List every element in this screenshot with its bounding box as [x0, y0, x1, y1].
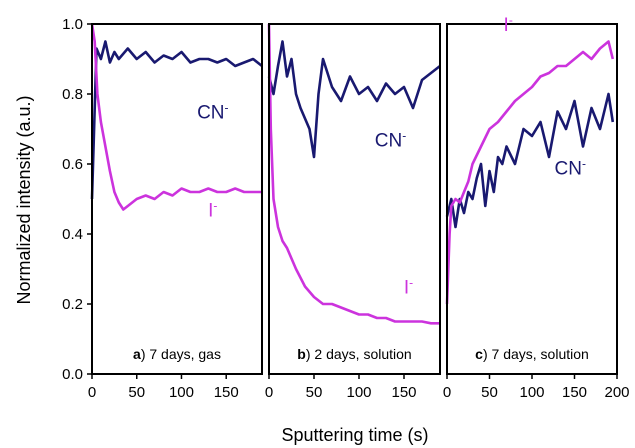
- series-line-iodide: [90, 23, 262, 211]
- panel-c: 0 50 100 150 200 I- CN-c) 7 days, solution: [443, 13, 630, 401]
- chart-panels: 0 50 100 150 CN- I-a) 7 days, gas 0 50 100 150 CN-…: [88, 13, 630, 401]
- series-line-cn: [267, 40, 441, 159]
- y-tick-label: 0.8: [62, 86, 83, 103]
- x-tick-label: 150: [214, 384, 239, 401]
- series-line-iodide: [267, 23, 440, 325]
- y-axis-ticks: 0.0 0.2 0.4 0.6 0.8 1.0: [62, 16, 92, 383]
- x-tick-label: 0: [88, 384, 96, 401]
- y-tick-label: 0.6: [62, 156, 83, 173]
- series-label: I-: [208, 199, 217, 222]
- x-tick-label: 150: [562, 384, 587, 401]
- x-tick-label: 0: [443, 384, 451, 401]
- panel-frame: [91, 23, 263, 375]
- series-label: CN-: [197, 101, 228, 124]
- series-label: CN-: [375, 129, 406, 152]
- series-line-iodide: [445, 40, 615, 305]
- panel-label: c) 7 days, solution: [475, 346, 589, 362]
- x-tick-label: 100: [519, 384, 544, 401]
- panel-b: 0 50 100 150 CN- I-b) 2 days, solution: [265, 23, 441, 401]
- x-tick-label: 50: [481, 384, 498, 401]
- x-tick-label: 50: [306, 384, 323, 401]
- y-tick-label: 0.2: [62, 296, 83, 313]
- x-tick-label: 0: [265, 384, 273, 401]
- series-line-cn: [445, 92, 615, 229]
- panel-a: 0 50 100 150 CN- I-a) 7 days, gas: [88, 23, 263, 401]
- x-tick-label: 200: [604, 384, 629, 401]
- y-tick-label: 1.0: [62, 16, 83, 33]
- series-label: I-: [404, 276, 413, 299]
- panel-frame: [268, 23, 441, 375]
- panel-label: b) 2 days, solution: [297, 346, 411, 362]
- x-tick-label: 150: [391, 384, 416, 401]
- x-tick-label: 50: [128, 384, 145, 401]
- x-axis-title: Sputtering time (s): [281, 425, 428, 445]
- y-tick-label: 0.4: [62, 226, 83, 243]
- x-tick-label: 100: [346, 384, 371, 401]
- y-tick-label: 0.0: [62, 366, 83, 383]
- series-line-cn: [90, 40, 263, 200]
- panel-label: a) 7 days, gas: [133, 346, 221, 362]
- y-axis-title: Normalized intensity (a.u.): [14, 95, 34, 304]
- series-label: I-: [504, 13, 513, 36]
- x-tick-label: 100: [169, 384, 194, 401]
- series-label: CN-: [555, 157, 586, 180]
